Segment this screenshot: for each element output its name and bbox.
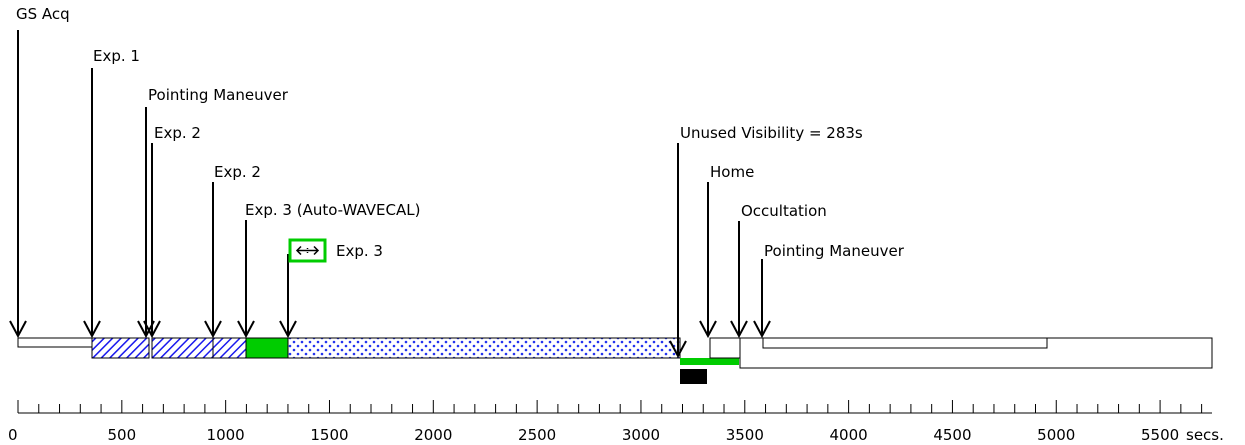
axis-tick-label: 4500 [933, 426, 971, 444]
axis-ticks [17, 400, 1203, 413]
segment-black-block [680, 369, 707, 384]
time-axis: 0 500 1000 1500 2000 2500 3000 3500 4000 4500 5000… [8, 400, 1224, 444]
segment-exp1 [91, 337, 150, 359]
segment-tail-upper [762, 337, 1048, 349]
axis-tick-label: 3500 [726, 426, 764, 444]
arrow-unused-visibility [669, 143, 687, 359]
event-labels: GS Acq Exp. 1 Pointing Maneuver Exp. 2 E… [16, 5, 905, 260]
axis-tick-label: 3000 [622, 426, 660, 444]
segment-green-bar [680, 358, 739, 365]
event-arrows [9, 30, 771, 359]
axis-tick-label: 1000 [207, 426, 245, 444]
segment-gs-acq [17, 337, 93, 348]
axis-tick-label: 0 [8, 426, 18, 444]
segment-exp2a [151, 337, 214, 359]
axis-tick-label: 2000 [414, 426, 452, 444]
axis-tick-label: 500 [108, 426, 137, 444]
arrow-home [699, 182, 717, 339]
label-exp3: Exp. 3 [336, 242, 383, 260]
arrow-pointing2 [753, 259, 771, 339]
axis-tick-label: 5000 [1037, 426, 1075, 444]
label-occultation: Occultation [741, 202, 827, 220]
axis-tick-labels: 0 500 1000 1500 2000 2500 3000 3500 4000 4500 5000… [8, 426, 1179, 444]
arrow-exp2a [143, 143, 161, 339]
label-exp2b: Exp. 2 [214, 163, 261, 181]
label-exp1: Exp. 1 [93, 47, 140, 65]
axis-tick-label: 1500 [310, 426, 348, 444]
label-exp3-autowavecal: Exp. 3 (Auto-WAVECAL) [245, 201, 420, 219]
segment-exp3 [287, 337, 681, 359]
axis-tick-label: 2500 [518, 426, 556, 444]
label-exp2a: Exp. 2 [154, 124, 201, 142]
label-pointing2: Pointing Maneuver [764, 242, 905, 260]
arrow-exp3 [279, 254, 297, 339]
arrow-exp2b [204, 182, 222, 339]
segment-exp2b [212, 337, 247, 359]
axis-tick-label: 4000 [830, 426, 868, 444]
arrow-gs-acq [9, 30, 27, 339]
axis-tick-label: 5500 [1141, 426, 1179, 444]
label-unused-visibility: Unused Visibility = 283s [680, 124, 863, 142]
label-gs-acq: GS Acq [16, 5, 70, 23]
axis-unit: secs. [1186, 426, 1224, 444]
arrow-occultation [730, 221, 748, 339]
double-arrow-icon [288, 238, 327, 263]
arrow-exp1 [83, 68, 101, 339]
segment-exp3-autowavecal [245, 337, 289, 359]
arrow-exp3-autowavecal [237, 220, 255, 339]
timeline-bars [17, 337, 1213, 384]
label-home: Home [710, 163, 754, 181]
label-pointing1: Pointing Maneuver [148, 86, 289, 104]
